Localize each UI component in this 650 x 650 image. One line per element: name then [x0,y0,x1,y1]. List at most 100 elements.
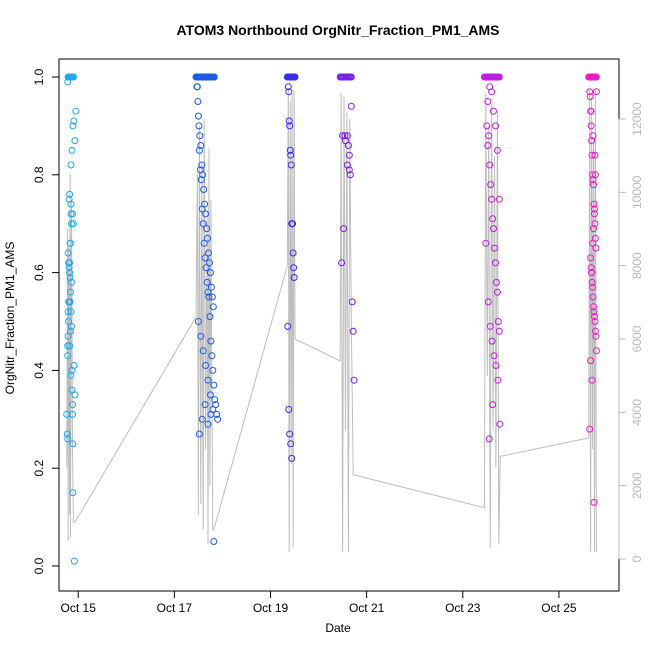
data-point [200,186,208,193]
data-point [342,137,349,145]
data-point [69,220,77,228]
altitude-series-layer [66,89,597,552]
data-point [289,220,297,228]
data-point [209,366,217,374]
data-point [495,195,503,203]
data-point [207,410,215,418]
data-point [199,220,207,228]
data-point [289,249,297,257]
data-point [495,327,503,335]
x-tick-label: Oct 25 [541,601,577,615]
data-point [197,332,205,340]
y-tick-label: 0.4 [32,362,46,379]
data-point [490,225,497,233]
data-point [492,122,499,130]
data-point [489,401,497,409]
data-point [204,288,212,296]
data-point [288,454,296,462]
data-point [592,332,600,340]
data-point [489,215,497,223]
data-point [589,293,597,301]
data-point [67,288,74,296]
data-point [64,308,72,316]
data-point [483,122,491,130]
data-point [496,420,504,428]
y-axis-label: OrgNitr_Fraction_PM1_AMS [3,242,17,395]
data-point [592,244,600,252]
data-point [195,146,203,154]
data-point [65,195,73,203]
data-point [591,318,599,325]
data-point [286,430,294,438]
data-point [591,220,599,228]
data-point [203,225,211,233]
data-point [194,98,202,105]
data-point [66,190,74,198]
data-point [482,239,490,247]
data-point [64,342,72,350]
data-point [69,489,77,497]
data-point [348,298,356,306]
data-point [286,146,294,154]
data-point [286,122,294,130]
data-point [198,415,206,423]
data-point [488,88,496,96]
data-point [198,161,206,169]
data-point [203,278,211,286]
data-point [202,362,210,369]
data-point [205,249,212,257]
x-tick-label: Oct 23 [445,601,481,615]
data-point [201,401,209,409]
y-tick-label: 1.0 [32,68,46,85]
y-tick-label: 0.8 [32,166,46,183]
data-point [492,362,500,369]
data-point [484,98,492,105]
data-point [349,327,357,335]
data-point [71,137,79,145]
data-point [588,376,596,384]
data-point [201,200,209,208]
data-point [72,107,80,115]
data-point [590,498,598,506]
x-tick-label: Oct 21 [349,601,385,615]
data-point [204,234,211,242]
data-point [287,440,295,448]
data-point [211,396,219,404]
data-point [199,171,207,179]
data-point [66,259,74,267]
data-point [65,264,73,272]
data-point [204,376,212,384]
data-point [486,161,494,169]
data-point [592,88,600,96]
data-point [209,303,217,311]
data-point [70,362,78,369]
plot-area-frame [58,58,620,592]
data-point [485,132,493,140]
data-point [491,244,498,252]
data-point [345,151,353,159]
data-point [197,176,205,184]
data-point [586,88,594,96]
data-point [69,401,76,409]
data-point [591,205,598,213]
data-point [592,347,600,355]
data-point [586,425,594,433]
data-point [588,151,596,159]
data-point [494,318,502,325]
data-point [588,269,596,277]
data-point [202,264,210,272]
data-point [195,122,203,130]
y2-tick-label: 10000 [630,175,644,209]
data-point [204,420,212,428]
y2-tick-label: 0 [630,555,644,562]
data-point [284,322,292,330]
data-point [194,318,202,325]
data-point [347,102,355,110]
y-axis: 0.0 0.2 0.4 0.6 0.8 1.0 [32,68,60,574]
data-point [200,239,208,247]
data-point [586,93,594,101]
data-point [66,274,74,281]
data-point [589,171,597,179]
x-tick-label: Oct 17 [157,601,193,615]
